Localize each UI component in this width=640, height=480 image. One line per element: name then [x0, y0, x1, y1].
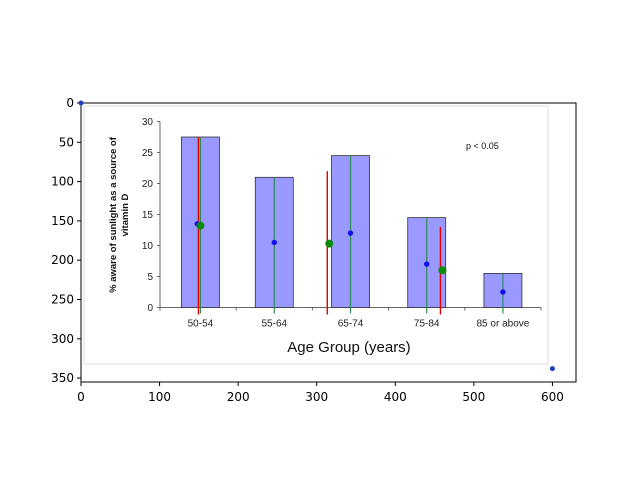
outer-x-tick-label: 200 — [227, 390, 250, 404]
outer-x-tick-label: 300 — [305, 390, 328, 404]
inner-x-tick-label: 85 or above — [477, 319, 530, 330]
inner-y-tick-label: 5 — [147, 272, 153, 283]
inner-y-tick-label: 25 — [142, 148, 154, 159]
outer-y-tick-label: 100 — [51, 175, 74, 189]
outer-x-tick-label: 100 — [148, 390, 171, 404]
outer-y-ticks: 0 50 100 150 200 250 300 350 — [51, 96, 81, 385]
inner-y-axis-label-line1: % aware of sunlight as a source of — [108, 136, 119, 293]
inner-annotation: p < 0.05 — [466, 141, 499, 151]
embedded-chart-image: 0 5 10 15 20 25 30 50-54 55-64 65-74 75-84 85 or a… — [83, 105, 549, 365]
outer-y-tick-label: 150 — [51, 214, 74, 228]
inner-green-point — [325, 239, 334, 248]
outer-y-tick-label: 200 — [51, 253, 74, 267]
outer-x-tick-label: 400 — [384, 390, 407, 404]
outer-scatter-point — [78, 100, 84, 106]
outer-scatter-points — [78, 100, 555, 372]
embedded-image-border — [83, 105, 549, 365]
inner-y-axis-label: % aware of sunlight as a source of vitam… — [108, 136, 131, 293]
inner-blue-point — [347, 230, 354, 236]
inner-green-point — [438, 266, 447, 275]
inner-y-tick-label: 20 — [142, 179, 154, 190]
inner-blue-point — [271, 239, 277, 246]
inner-x-tick-label: 50-54 — [188, 319, 214, 330]
inner-x-tick-label: 55-64 — [261, 319, 287, 330]
outer-y-tick-label: 300 — [51, 332, 74, 346]
outer-y-tick-label: 50 — [59, 135, 74, 149]
inner-blue-point — [424, 261, 430, 267]
outer-x-ticks: 0 100 200 300 400 500 600 — [77, 382, 564, 404]
inner-points — [194, 221, 506, 295]
inner-y-tick-label: 30 — [142, 117, 154, 128]
outer-y-tick-label: 350 — [51, 371, 74, 385]
outer-y-tick-label: 0 — [66, 96, 74, 110]
inner-x-axis-label: Age Group (years) — [287, 339, 410, 356]
inner-x-tick-label: 65-74 — [338, 319, 364, 330]
inner-blue-point — [500, 289, 506, 295]
inner-x-tick-label: 75-84 — [414, 319, 440, 330]
inner-bars: 50-54 55-64 65-74 75-84 85 or above — [181, 136, 530, 330]
inner-green-point — [196, 221, 205, 230]
outer-x-tick-label: 500 — [462, 390, 485, 404]
outer-x-tick-label: 0 — [77, 390, 85, 404]
outer-x-tick-label: 600 — [541, 390, 564, 404]
inner-y-axis-label-line2: vitamin D — [120, 193, 131, 236]
inner-y-tick-label: 15 — [142, 210, 154, 221]
inner-y-tick-label: 10 — [142, 241, 154, 252]
outer-scatter-point — [549, 366, 555, 372]
inner-y-tick-label: 0 — [147, 303, 153, 314]
outer-y-tick-label: 250 — [51, 292, 74, 306]
